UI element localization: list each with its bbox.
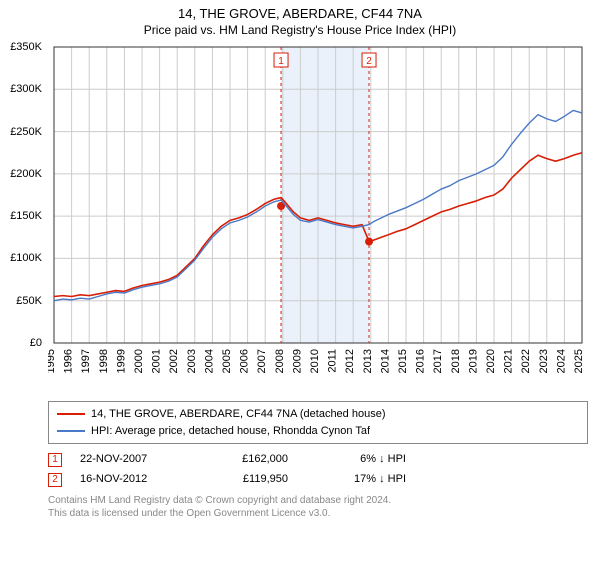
x-tick-label: 1996 (63, 349, 75, 373)
x-tick-label: 2005 (221, 349, 233, 373)
x-tick-label: 2014 (379, 349, 391, 373)
sale-date: 22-NOV-2007 (80, 450, 190, 470)
x-tick-label: 2022 (520, 349, 532, 373)
sale-marker-icon: 1 (48, 453, 62, 467)
svg-text:1: 1 (278, 56, 284, 67)
x-tick-label: 1995 (48, 349, 57, 373)
x-tick-label: 2006 (239, 349, 251, 373)
footer-line-1: Contains HM Land Registry data © Crown c… (48, 494, 588, 507)
x-tick-label: 2007 (256, 349, 268, 373)
sales-table: 1 22-NOV-2007 £162,000 6% ↓ HPI 2 16-NOV-2012… (48, 450, 588, 490)
y-tick-label: £300K (10, 83, 42, 95)
sale-price: £162,000 (208, 450, 288, 470)
y-tick-label: £250K (10, 126, 42, 138)
sale-delta-vs-hpi: 17% ↓ HPI (306, 470, 406, 490)
chart-subtitle: Price paid vs. HM Land Registry's House … (0, 23, 600, 37)
x-tick-label: 2008 (274, 349, 286, 373)
x-tick-label: 2020 (485, 349, 497, 373)
sale-row: 1 22-NOV-2007 £162,000 6% ↓ HPI (48, 450, 588, 470)
x-tick-label: 1999 (115, 349, 127, 373)
x-tick-label: 2015 (397, 349, 409, 373)
sale-price: £119,950 (208, 470, 288, 490)
legend-item: HPI: Average price, detached house, Rhon… (57, 423, 579, 440)
x-tick-label: 2019 (467, 349, 479, 373)
y-tick-label: £50K (16, 295, 42, 307)
x-tick-label: 1997 (80, 349, 92, 373)
y-tick-label: £350K (10, 41, 42, 53)
x-tick-label: 2025 (573, 349, 585, 373)
footer-attribution: Contains HM Land Registry data © Crown c… (48, 494, 588, 520)
x-tick-label: 2003 (186, 349, 198, 373)
x-tick-label: 2000 (133, 349, 145, 373)
x-tick-label: 2009 (291, 349, 303, 373)
legend-label: 14, THE GROVE, ABERDARE, CF44 7NA (detac… (91, 406, 386, 423)
x-tick-label: 2024 (555, 349, 567, 373)
x-tick-label: 2011 (327, 349, 339, 373)
x-tick-label: 2010 (309, 349, 321, 373)
x-tick-label: 2004 (203, 349, 215, 373)
y-tick-label: £100K (10, 252, 42, 264)
x-tick-label: 2018 (450, 349, 462, 373)
x-tick-label: 2013 (362, 349, 374, 373)
legend-swatch (57, 413, 85, 415)
chart-container: 14, THE GROVE, ABERDARE, CF44 7NA Price … (0, 6, 600, 566)
legend: 14, THE GROVE, ABERDARE, CF44 7NA (detac… (48, 401, 588, 444)
chart-plot-area: 1995 1996 1997 1998 1999 2000 2001 2002 2003 2004… (48, 43, 588, 393)
y-tick-label: £200K (10, 168, 42, 180)
x-tick-label: 2017 (432, 349, 444, 373)
x-tick-label: 2016 (415, 349, 427, 373)
y-tick-label: £0 (30, 337, 42, 349)
sale-row: 2 16-NOV-2012 £119,950 17% ↓ HPI (48, 470, 588, 490)
sale-delta-vs-hpi: 6% ↓ HPI (306, 450, 406, 470)
x-tick-label: 1998 (98, 349, 110, 373)
x-tick-label: 2021 (503, 349, 515, 373)
legend-item: 14, THE GROVE, ABERDARE, CF44 7NA (detac… (57, 406, 579, 423)
chart-title: 14, THE GROVE, ABERDARE, CF44 7NA (0, 6, 600, 21)
x-tick-label: 2012 (344, 349, 356, 373)
x-tick-label: 2001 (151, 349, 163, 373)
footer-line-2: This data is licensed under the Open Gov… (48, 507, 588, 520)
y-tick-label: £150K (10, 210, 42, 222)
sale-date: 16-NOV-2012 (80, 470, 190, 490)
x-tick-label: 2002 (168, 349, 180, 373)
legend-label: HPI: Average price, detached house, Rhon… (91, 423, 370, 440)
sale-marker-icon: 2 (48, 473, 62, 487)
legend-swatch (57, 430, 85, 432)
x-tick-label: 2023 (538, 349, 550, 373)
svg-text:2: 2 (366, 56, 372, 67)
